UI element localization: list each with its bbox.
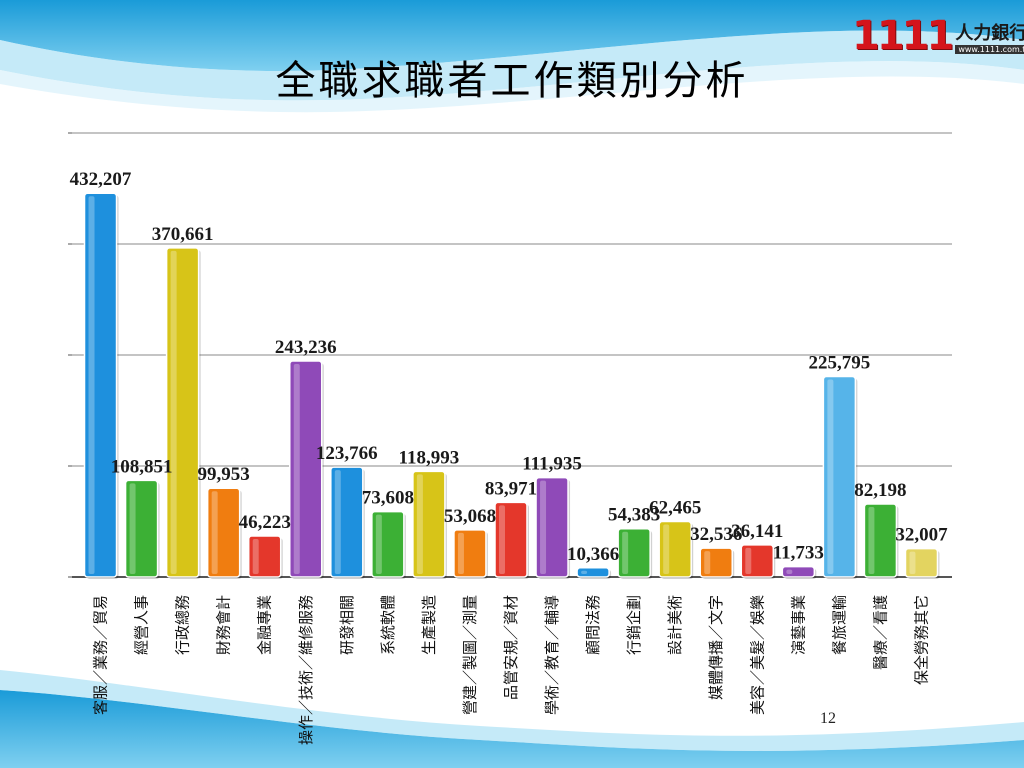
bar-highlight — [252, 538, 259, 574]
bar — [576, 567, 610, 578]
bar — [165, 247, 200, 578]
category-label: 品管安規／資材 — [502, 595, 520, 700]
logo-url: www.1111.com.tw — [955, 44, 1024, 54]
bar-value-label: 108,851 — [111, 456, 173, 477]
bar-value-label: 225,795 — [809, 352, 871, 373]
bar-highlight — [786, 569, 793, 574]
bar — [494, 501, 528, 578]
bar-highlight — [909, 551, 916, 574]
bar-value-label: 111,935 — [522, 454, 582, 475]
category-label: 系統軟體 — [379, 595, 397, 655]
bar-highlight — [663, 524, 670, 574]
logo-name: 人力銀行 — [955, 22, 1024, 44]
category-label: 學術／教育／輔導 — [543, 595, 561, 715]
bar-value-label: 46,223 — [239, 512, 291, 533]
category-label: 行政總務 — [174, 595, 192, 655]
bar-value-label: 432,207 — [70, 169, 132, 190]
category-label: 保全勞務其它 — [912, 595, 930, 685]
bar-highlight — [293, 364, 300, 574]
bar-value-label: 32,536 — [690, 524, 742, 545]
category-label: 客服／業務／貿易 — [92, 595, 110, 715]
bar-value-label: 10,366 — [567, 544, 619, 565]
category-label: 行銷企劃 — [625, 595, 643, 655]
bar-value-label: 53,068 — [444, 506, 496, 527]
category-label: 金融專業 — [256, 595, 274, 655]
bar — [124, 479, 159, 578]
bar-value-label: 73,608 — [362, 488, 414, 509]
category-label: 演藝事業 — [789, 595, 807, 655]
category-label: 操作／技術／維修服務 — [297, 595, 315, 745]
bar-highlight — [745, 547, 752, 574]
bar — [330, 466, 364, 578]
bar-value-label: 11,733 — [773, 543, 824, 564]
category-label: 經營人事 — [133, 595, 151, 655]
bar — [247, 535, 282, 578]
bar-highlight — [457, 532, 464, 574]
bar — [904, 547, 939, 578]
bar — [658, 520, 692, 578]
bar-value-label: 54,383 — [608, 505, 660, 526]
bar — [289, 360, 323, 578]
category-label: 美容／美髮／娛樂 — [748, 595, 766, 715]
bar-highlight — [540, 480, 547, 574]
bar-highlight — [129, 483, 136, 574]
bar — [535, 476, 569, 578]
bar-value-label: 62,465 — [649, 498, 701, 519]
bar-highlight — [868, 507, 875, 574]
category-label: 財務會計 — [215, 595, 233, 655]
bar — [83, 192, 118, 578]
chart-value-labels: 432,207 108,851 370,661 99,953 46,223 243,236… — [70, 169, 948, 565]
category-label: 生產製造 — [420, 595, 438, 655]
bar — [371, 510, 405, 578]
bar-value-label: 83,971 — [485, 478, 537, 499]
bar-highlight — [622, 531, 629, 574]
bar-highlight — [416, 474, 423, 574]
bar — [863, 503, 898, 578]
bar-value-label: 243,236 — [275, 337, 337, 358]
bar — [822, 375, 857, 578]
page-number: 12 — [820, 710, 836, 727]
category-label: 媒體傳播／文字 — [707, 595, 725, 700]
bar-highlight — [88, 196, 95, 574]
bar-value-label: 99,953 — [198, 464, 250, 485]
bar-value-label: 36,141 — [731, 521, 783, 542]
bar-highlight — [581, 570, 588, 574]
category-label: 醫療／看護 — [871, 595, 889, 670]
bar-highlight — [704, 551, 711, 574]
company-logo: 1111 人力銀行 www.1111.com.tw — [852, 12, 1024, 60]
category-label: 顧問法務 — [584, 595, 602, 655]
bar-value-label: 82,198 — [854, 480, 906, 501]
chart-bars — [83, 192, 940, 579]
category-label: 營建／製圖／測量 — [461, 595, 479, 715]
bar-highlight — [827, 379, 834, 574]
category-label: 設計美術 — [666, 595, 684, 655]
category-label: 研發相關 — [338, 595, 356, 655]
category-label: 餐旅運輸 — [830, 595, 848, 655]
bar-highlight — [334, 470, 341, 574]
page-title: 全職求職者工作類別分析 — [275, 58, 749, 104]
bar — [699, 547, 733, 578]
bar — [617, 527, 651, 578]
bar-highlight — [211, 491, 218, 574]
chart-category-labels: 客服／業務／貿易 經營人事 行政總務 財務會計 金融專業 操作／技術／維修服務 研發相關 系統… — [92, 595, 931, 745]
bar-value-label: 32,007 — [895, 525, 948, 546]
bar-highlight — [375, 514, 382, 574]
logo-number: 1111 — [852, 13, 954, 59]
bar-value-label: 118,993 — [399, 447, 460, 468]
bar — [412, 470, 446, 578]
bar — [206, 487, 241, 578]
bar-highlight — [170, 250, 177, 574]
bar-value-label: 370,661 — [152, 224, 214, 245]
bar — [740, 544, 775, 578]
bar-highlight — [499, 505, 505, 574]
bar — [453, 529, 487, 578]
bar — [781, 565, 816, 578]
bar-value-label: 123,766 — [316, 443, 378, 464]
